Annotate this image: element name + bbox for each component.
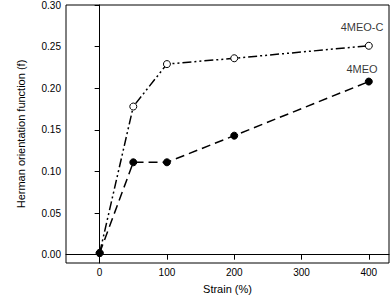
- svg-text:0.05: 0.05: [42, 208, 62, 219]
- svg-text:0: 0: [97, 267, 103, 278]
- svg-text:0.10: 0.10: [42, 166, 62, 177]
- svg-text:400: 400: [360, 267, 377, 278]
- svg-text:4MEO: 4MEO: [346, 63, 378, 75]
- svg-text:0.15: 0.15: [42, 124, 62, 135]
- svg-text:0.20: 0.20: [42, 83, 62, 94]
- svg-text:100: 100: [159, 267, 176, 278]
- svg-text:0.25: 0.25: [42, 41, 62, 52]
- svg-text:200: 200: [226, 267, 243, 278]
- svg-text:0.30: 0.30: [42, 0, 62, 11]
- svg-text:300: 300: [293, 267, 310, 278]
- svg-text:Herman orientation function (f: Herman orientation function (f): [15, 60, 27, 209]
- svg-text:Strain (%): Strain (%): [203, 283, 252, 295]
- svg-text:4MEO-C: 4MEO-C: [341, 21, 384, 33]
- svg-text:0.00: 0.00: [42, 249, 62, 260]
